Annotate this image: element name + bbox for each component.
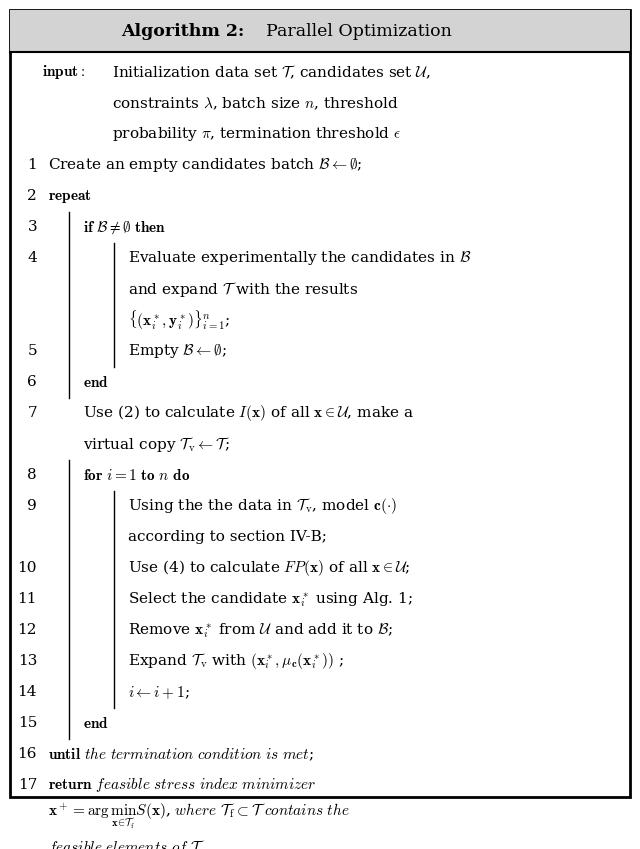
Text: $i \leftarrow i + 1$;: $i \leftarrow i + 1$; [128, 684, 189, 700]
Text: 15: 15 [18, 717, 37, 730]
Text: 5: 5 [28, 345, 37, 358]
Text: 11: 11 [18, 593, 37, 606]
Text: Select the candidate $\mathbf{x}_i^*$ using Alg. 1;: Select the candidate $\mathbf{x}_i^*$ us… [128, 590, 413, 609]
Text: 17: 17 [18, 779, 37, 792]
Text: Parallel Optimization: Parallel Optimization [266, 23, 451, 40]
Text: 3: 3 [28, 221, 37, 234]
Text: and expand $\mathcal{T}$ with the results: and expand $\mathcal{T}$ with the result… [128, 280, 358, 299]
Text: 7: 7 [28, 407, 37, 420]
Text: $\mathbf{repeat}$: $\mathbf{repeat}$ [48, 188, 92, 205]
Text: constraints $\lambda$, batch size $n$, threshold: constraints $\lambda$, batch size $n$, t… [112, 95, 399, 112]
Text: $\mathbf{input:}$: $\mathbf{input:}$ [42, 64, 84, 82]
Text: $\{(\mathbf{x}_i^*, \mathbf{y}_i^*)\}_{i=1}^n$;: $\{(\mathbf{x}_i^*, \mathbf{y}_i^*)\}_{i… [128, 309, 230, 332]
Text: $\mathbf{end}$: $\mathbf{end}$ [83, 716, 109, 731]
Text: Initialization data set $\mathcal{T}$, candidates set $\mathcal{U}$,: Initialization data set $\mathcal{T}$, c… [112, 64, 431, 82]
Text: Remove $\mathbf{x}_i^*$ from $\mathcal{U}$ and add it to $\mathcal{B}$;: Remove $\mathbf{x}_i^*$ from $\mathcal{U… [128, 621, 393, 640]
Text: 16: 16 [18, 747, 37, 762]
Text: 1: 1 [28, 159, 37, 172]
Text: 9: 9 [28, 499, 37, 514]
Text: 2: 2 [28, 189, 37, 204]
Text: $\it{feasible\ elements\ of}$ $\mathcal{T}$: $\it{feasible\ elements\ of}$ $\mathcal{… [48, 838, 205, 849]
Text: $\mathbf{x}^+ = \arg\min_{\mathbf{x} \in \mathcal{T}_{\mathrm{f}}} S(\mathbf{x}): $\mathbf{x}^+ = \arg\min_{\mathbf{x} \in… [48, 801, 350, 831]
Text: Create an empty candidates batch $\mathcal{B} \leftarrow \emptyset$;: Create an empty candidates batch $\mathc… [48, 156, 363, 174]
Text: 12: 12 [18, 623, 37, 638]
Text: virtual copy $\mathcal{T}_{\mathrm{v}} \leftarrow \mathcal{T}$;: virtual copy $\mathcal{T}_{\mathrm{v}} \… [83, 435, 231, 454]
Text: Use (2) to calculate $I(\mathbf{x})$ of all $\mathbf{x} \in \mathcal{U}$, make a: Use (2) to calculate $I(\mathbf{x})$ of … [83, 403, 414, 424]
Text: 8: 8 [28, 469, 37, 482]
Text: 4: 4 [28, 251, 37, 266]
Text: 14: 14 [18, 685, 37, 700]
FancyBboxPatch shape [10, 10, 630, 53]
Text: $\mathbf{for}\ i = 1\ \mathbf{to}\ n\ \mathbf{do}$: $\mathbf{for}\ i = 1\ \mathbf{to}\ n\ \m… [83, 468, 191, 483]
Text: probability $\pi$, termination threshold $\epsilon$: probability $\pi$, termination threshold… [112, 126, 401, 143]
Text: Use (4) to calculate $FP(\mathbf{x})$ of all $\mathbf{x} \in \mathcal{U}$;: Use (4) to calculate $FP(\mathbf{x})$ of… [128, 559, 410, 578]
Text: Evaluate experimentally the candidates in $\mathcal{B}$: Evaluate experimentally the candidates i… [128, 250, 471, 267]
Text: Algorithm 2:: Algorithm 2: [122, 23, 245, 40]
Text: Using the the data in $\mathcal{T}_{\mathrm{v}}$, model $\mathbf{c}(\cdot)$: Using the the data in $\mathcal{T}_{\mat… [128, 497, 397, 516]
Text: 13: 13 [18, 655, 37, 668]
Text: $\mathbf{if}\ \mathcal{B} \neq \emptyset\ \mathbf{then}$: $\mathbf{if}\ \mathcal{B} \neq \emptyset… [83, 219, 166, 236]
Text: $\mathbf{return}$ $\it{feasible\ stress\ index\ minimizer}$: $\mathbf{return}$ $\it{feasible\ stress\… [48, 777, 316, 795]
Text: according to section IV-B;: according to section IV-B; [128, 531, 327, 544]
Text: Empty $\mathcal{B} \leftarrow \emptyset$;: Empty $\mathcal{B} \leftarrow \emptyset$… [128, 342, 227, 361]
Text: $\mathbf{end}$: $\mathbf{end}$ [83, 375, 109, 390]
Text: Expand $\mathcal{T}_{\mathrm{v}}$ with $(\mathbf{x}_i^*, \mu_{\mathbf{c}}(\mathb: Expand $\mathcal{T}_{\mathrm{v}}$ with $… [128, 651, 344, 672]
Text: 10: 10 [18, 561, 37, 576]
Text: $\mathbf{until}$ $\it{the\ termination\ condition\ is\ met}$;: $\mathbf{until}$ $\it{the\ termination\ … [48, 745, 314, 763]
FancyBboxPatch shape [10, 10, 630, 797]
Text: 6: 6 [28, 375, 37, 390]
